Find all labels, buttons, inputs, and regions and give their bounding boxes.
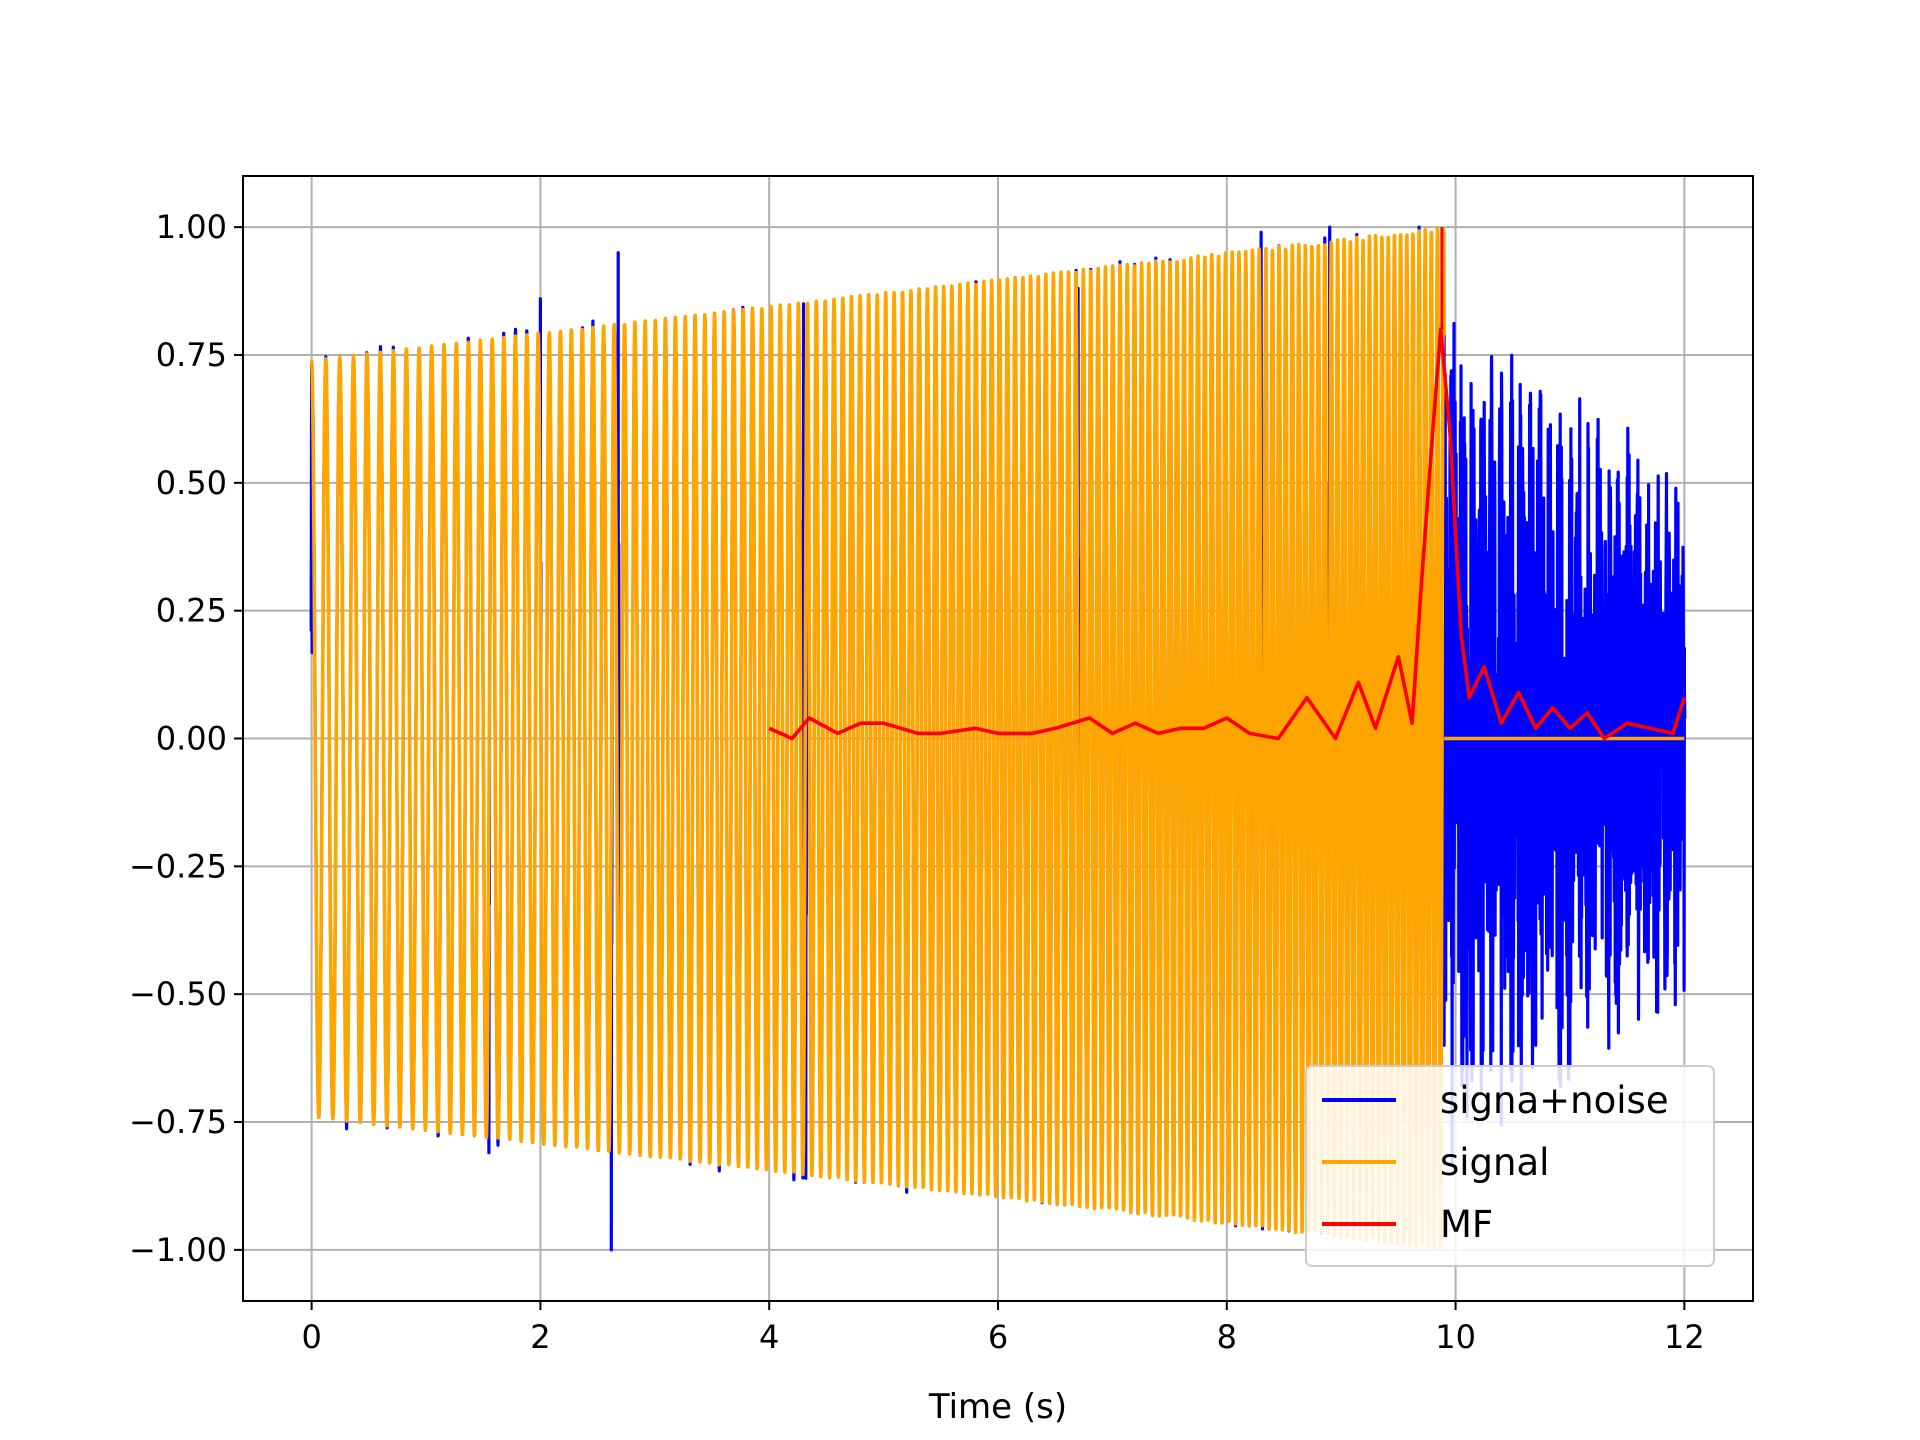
series-line-mf [768, 327, 1687, 741]
x-tick-label: 12 [1664, 1318, 1705, 1356]
legend-label-signal: signal [1440, 1141, 1549, 1184]
legend-box [1305, 1065, 1715, 1267]
y-tick-label: −0.75 [129, 1103, 227, 1141]
series-line-signal [309, 226, 1446, 1251]
y-tick-label: 0.50 [156, 464, 227, 502]
x-tick-label: 6 [988, 1318, 1008, 1356]
y-tick-label: 1.00 [156, 208, 227, 246]
legend-label-signa-noise: signa+noise [1440, 1079, 1669, 1122]
y-tick-label: −1.00 [129, 1231, 227, 1269]
x-tick-label: 10 [1435, 1318, 1476, 1356]
x-axis-label: Time (s) [928, 1387, 1067, 1427]
y-tick-label: −0.50 [129, 975, 227, 1013]
x-tick-label: 2 [530, 1318, 550, 1356]
x-tick-label: 4 [759, 1318, 779, 1356]
legend: signa+noise signal MF [1305, 1065, 1715, 1267]
x-tick-label: 0 [301, 1318, 321, 1356]
y-tick-label: 0.75 [156, 336, 227, 374]
legend-label-mf: MF [1440, 1203, 1493, 1246]
plot-area [309, 225, 1687, 1252]
x-tick-label: 8 [1217, 1318, 1237, 1356]
ticks: 0 2 4 6 8 10 12 1.00 0.75 0.50 0.25 0.00 −0.25 −0.50 −… [129, 208, 1705, 1356]
y-tick-label: 0.00 [156, 720, 227, 758]
y-tick-label: −0.25 [129, 847, 227, 885]
y-tick-label: 0.25 [156, 592, 227, 630]
